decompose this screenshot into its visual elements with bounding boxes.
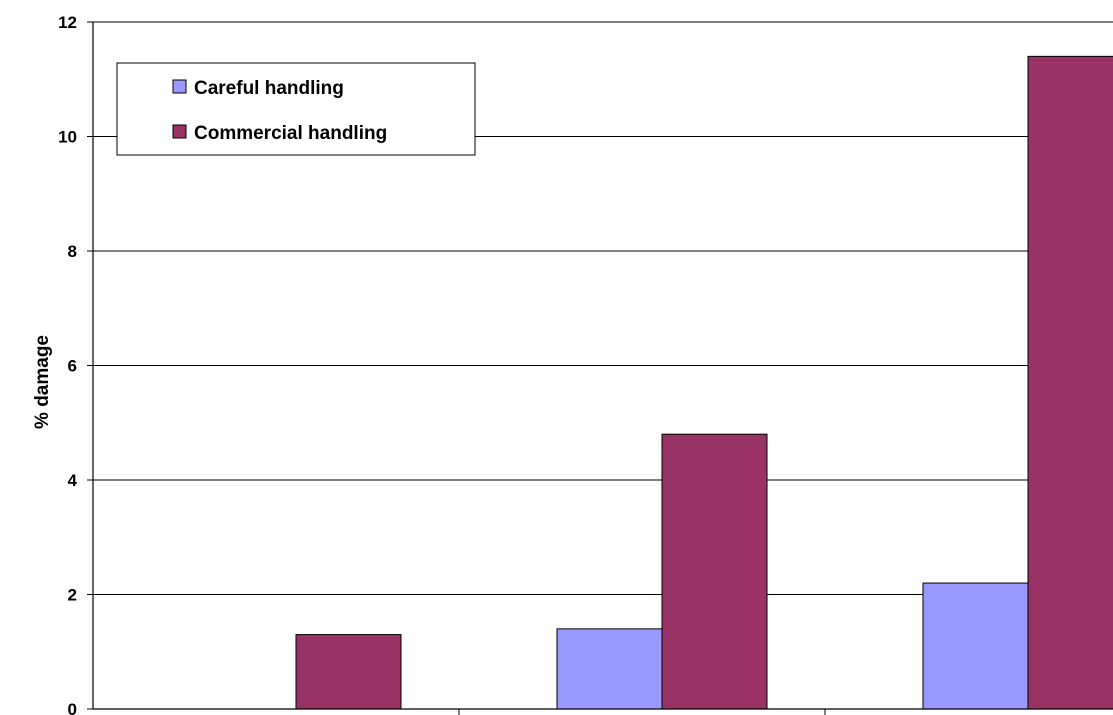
y-tick-label: 10: [58, 128, 77, 147]
y-axis-title: % damage: [32, 335, 53, 429]
y-tick-label: 12: [58, 13, 77, 32]
legend: Careful handling Commercial handling: [116, 62, 476, 156]
legend-box: [116, 62, 476, 156]
legend-swatch-commercial: [172, 124, 187, 139]
y-tick-label: 4: [68, 471, 78, 490]
y-tick-label: 8: [68, 242, 77, 261]
bar-careful: [556, 628, 663, 710]
y-tick-label: 0: [68, 700, 77, 715]
bar-commercial: [661, 433, 768, 710]
legend-label-careful: Careful handling: [194, 78, 344, 99]
y-tick-label: 2: [68, 586, 77, 605]
y-tick-label: 6: [68, 357, 77, 376]
bar-careful: [922, 582, 1029, 710]
bars: [295, 55, 1113, 710]
legend-label-commercial: Commercial handling: [194, 123, 387, 144]
bar-commercial: [295, 634, 402, 710]
x-axis-ticks: [458, 709, 826, 715]
legend-swatch-careful: [172, 79, 187, 94]
y-axis-ticks: 0 2 4 6 8 10 12: [58, 13, 93, 715]
bar-commercial: [1027, 55, 1113, 710]
